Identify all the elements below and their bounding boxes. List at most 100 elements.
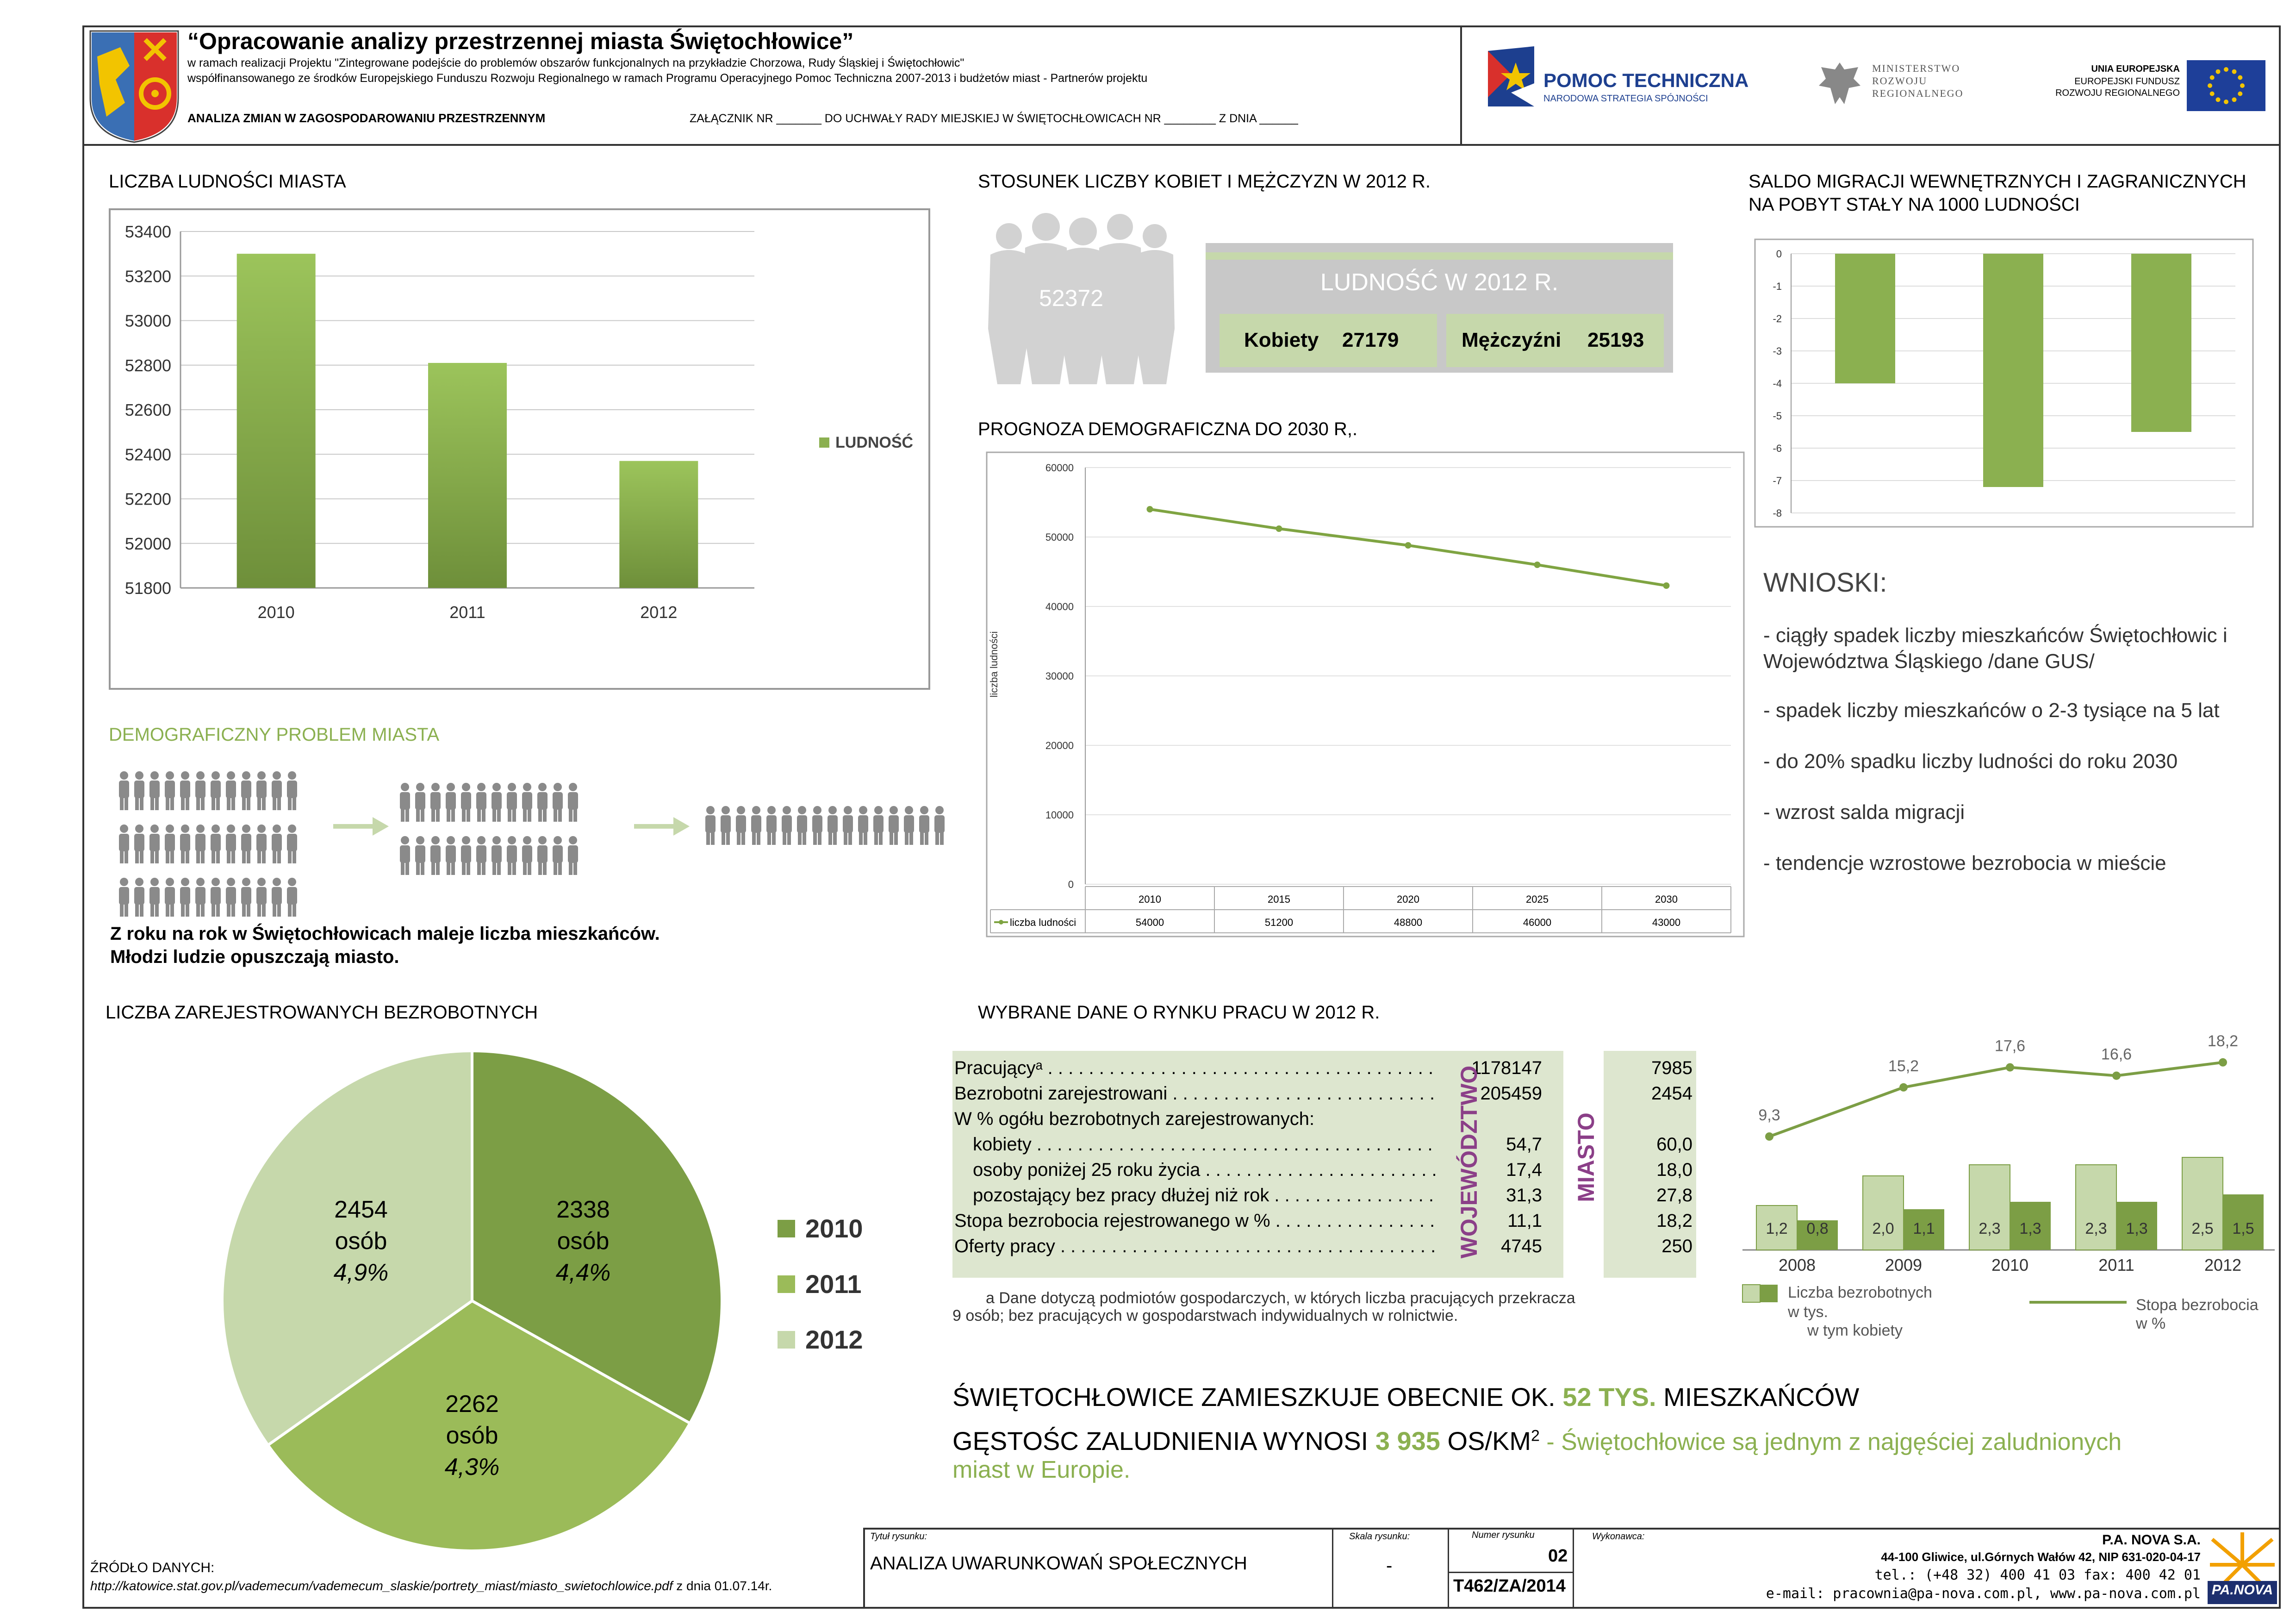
person-leg xyxy=(508,808,511,822)
person-leg xyxy=(859,831,863,845)
person-head xyxy=(257,824,266,833)
person-leg xyxy=(543,808,547,822)
table-value: 54000 xyxy=(1136,917,1164,928)
person-icon xyxy=(195,771,205,810)
person-body xyxy=(211,834,221,851)
conclusion-item: - do 20% spadku liczby ludności do roku … xyxy=(1763,750,2178,773)
demographic-text-2: Młodzi ludzie opuszczają miasto. xyxy=(110,947,399,967)
person-icon xyxy=(149,771,160,810)
labour-value-woj: 31,3 xyxy=(1506,1185,1542,1206)
person-icon xyxy=(134,824,144,863)
person-leg xyxy=(292,849,296,863)
person-leg xyxy=(436,861,440,875)
bar-label: 1,3 xyxy=(2126,1220,2147,1237)
person-leg xyxy=(421,861,424,875)
header-divider xyxy=(1460,25,1462,146)
y-tick-label: 53200 xyxy=(125,267,171,286)
person-icon xyxy=(119,771,129,810)
person-leg xyxy=(401,861,404,875)
person-head xyxy=(538,836,547,844)
person-body xyxy=(134,834,144,851)
eu-star xyxy=(2215,97,2221,102)
source-url[interactable]: http://katowice.stat.gov.pl/vademecum/va… xyxy=(90,1579,673,1593)
person-head xyxy=(523,783,531,791)
slice-percent: 4,4% xyxy=(556,1259,611,1286)
person-body xyxy=(446,845,456,863)
person-body xyxy=(934,815,945,833)
labour-row-label: Stopa bezrobocia rejestrowanego w % . . … xyxy=(954,1211,1436,1231)
labour-row: Oferty pracy . . . . . . . . . . . . . .… xyxy=(954,1236,1695,1262)
legend-marker xyxy=(999,920,1003,924)
person-leg xyxy=(447,808,450,822)
person-leg xyxy=(401,808,404,822)
y-tick-label: 40000 xyxy=(1045,601,1074,612)
y-tick-label: -4 xyxy=(1773,378,1782,389)
person-leg xyxy=(818,831,821,845)
person-icon xyxy=(889,806,899,845)
footer-div-3 xyxy=(1573,1528,1574,1609)
forecast-title: PROGNOZA DEMOGRAFICZNA DO 2030 R,. xyxy=(978,419,1358,439)
person-icon xyxy=(522,783,532,822)
person-body xyxy=(904,815,914,833)
person-head xyxy=(523,836,531,844)
person-leg xyxy=(247,903,250,917)
person-leg xyxy=(292,796,296,810)
total-population-value: 52372 xyxy=(1039,285,1104,311)
person-leg xyxy=(170,849,174,863)
forecast-point xyxy=(1276,525,1282,532)
person-icon xyxy=(507,836,517,875)
men-value: 25193 xyxy=(1587,329,1644,351)
person-body xyxy=(446,792,456,810)
person-leg xyxy=(227,903,230,917)
person-icon xyxy=(476,783,486,822)
person-icon xyxy=(149,824,160,863)
person-head xyxy=(859,806,867,814)
person-head xyxy=(212,771,220,780)
person-leg xyxy=(482,808,485,822)
person-leg xyxy=(277,796,281,810)
person-leg xyxy=(120,796,124,810)
x-tick-label: 2012 xyxy=(640,603,677,622)
person-leg xyxy=(201,796,205,810)
y-tick-label: 52000 xyxy=(125,534,171,553)
person-body xyxy=(522,845,532,863)
person-head xyxy=(227,878,235,886)
x-tick-label: 2030 xyxy=(1655,893,1678,905)
person-icon xyxy=(241,878,251,917)
person-leg xyxy=(436,808,440,822)
person-leg xyxy=(212,796,215,810)
person-leg xyxy=(201,903,205,917)
forecast-point xyxy=(1663,582,1670,589)
person-body xyxy=(568,792,578,810)
person-leg xyxy=(813,831,817,845)
person-body xyxy=(195,887,205,905)
person-head xyxy=(783,806,791,814)
company-phone: tel.: (+48 32) 400 41 03 fax: 400 42 01 xyxy=(1874,1567,2201,1583)
labour-value-miasto: 2454 xyxy=(1651,1083,1692,1104)
labour-value-woj: 205459 xyxy=(1480,1083,1542,1104)
person-head xyxy=(166,771,174,780)
person-icon xyxy=(241,824,251,863)
person-body xyxy=(180,834,190,851)
person-leg xyxy=(155,796,159,810)
y-tick-label: -5 xyxy=(1773,410,1782,422)
person-body xyxy=(165,781,175,798)
person-leg xyxy=(405,861,409,875)
gender-title: STOSUNEK LICZBY KOBIET I MĘŻCZYZN W 2012… xyxy=(978,171,1431,192)
x-tick-label: 2011 xyxy=(449,603,485,622)
person-icon xyxy=(492,836,502,875)
eagle-emblem-icon xyxy=(1819,62,1860,104)
y-tick-label: -3 xyxy=(1773,345,1782,357)
fact-1-pre: ŚWIĘTOCHŁOWICE ZAMIESZKUJE OBECNIE OK. xyxy=(952,1382,1563,1412)
slice-count: 2454 xyxy=(334,1196,388,1223)
person-leg xyxy=(573,861,577,875)
unemployed-bar xyxy=(2075,1164,2117,1250)
person-body xyxy=(568,845,578,863)
person-body xyxy=(149,887,160,905)
person-leg xyxy=(447,861,450,875)
person-head xyxy=(273,771,281,780)
person-leg xyxy=(512,808,516,822)
person-leg xyxy=(416,861,420,875)
women-bar xyxy=(1797,1220,1838,1250)
person-head xyxy=(447,783,455,791)
